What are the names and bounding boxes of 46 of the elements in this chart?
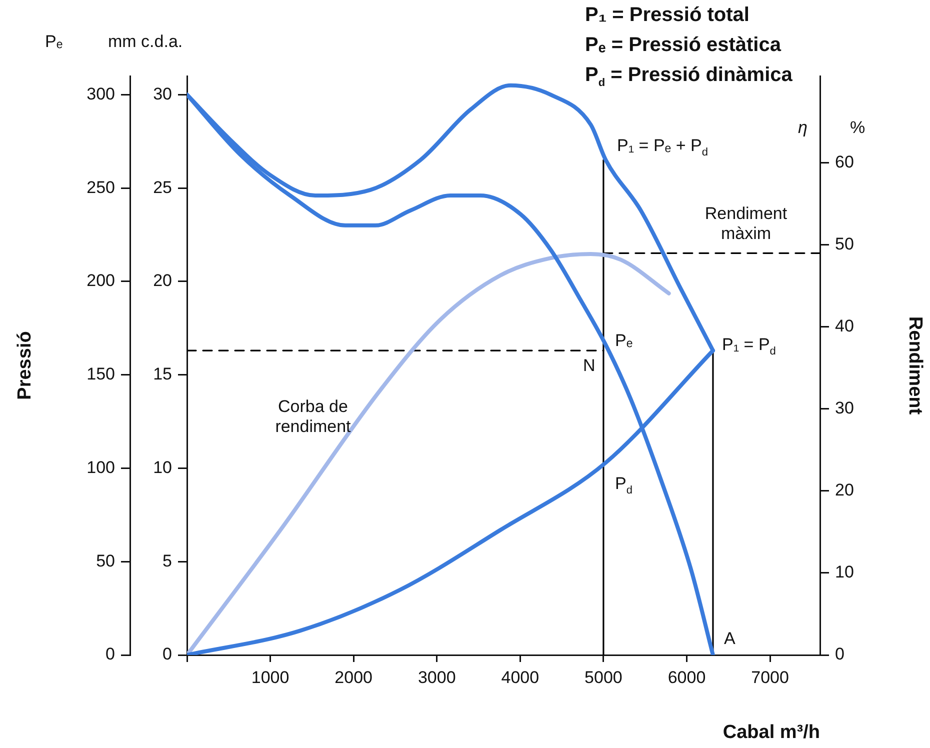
- y-tick-label: 200: [86, 271, 115, 290]
- y2-axis-title: mm c.d.a.: [108, 32, 183, 52]
- text: %: [850, 118, 866, 138]
- y-tick-label: 100: [86, 458, 115, 477]
- annotation: P₁ = P$_{d}$: [722, 335, 776, 358]
- y2-tick-label: 10: [153, 458, 172, 477]
- text: Pₑ = Pressió estàtica: [585, 34, 781, 57]
- y2-tick-label: 15: [153, 364, 172, 384]
- annotation: N: [583, 356, 596, 376]
- text: P₁ = Pressió total: [585, 4, 750, 27]
- x-tick-label: 7000: [751, 668, 789, 687]
- y2-tick-label: 0: [162, 644, 172, 664]
- x-axis-title: Cabal m³/h: [722, 722, 820, 743]
- y3-tick-label: 30: [835, 398, 854, 418]
- x-tick-label: 1000: [251, 668, 290, 687]
- x-tick-label: 5000: [584, 668, 622, 687]
- y-tick-label: 250: [86, 178, 115, 197]
- annotation: P$_{d}$: [615, 474, 632, 498]
- y2-tick-label: 20: [153, 271, 172, 290]
- y-tick-label: 300: [86, 84, 115, 104]
- y2-tick-label: 30: [153, 84, 172, 104]
- annotation: Corba de rendiment: [274, 397, 352, 436]
- annotation: P₁ = Pₑ + P$_{d}$: [617, 136, 708, 160]
- y-tick-label: 150: [86, 364, 115, 384]
- y3-tick-label: 60: [835, 152, 854, 172]
- annotation: Pₑ: [615, 331, 633, 351]
- y3-axis-title: Rendiment: [904, 316, 926, 416]
- text: Pₑ: [45, 32, 63, 52]
- x-tick-label: 6000: [668, 668, 706, 687]
- x-tick-label: 2000: [334, 668, 372, 687]
- y2-tick-label: 5: [162, 551, 172, 570]
- y2-tick-label: 25: [153, 178, 172, 197]
- annotation: A: [724, 629, 736, 649]
- annotation: η: [798, 118, 808, 138]
- y3-tick-label: 0: [835, 644, 844, 664]
- y-tick-label: 50: [96, 551, 115, 570]
- x-tick-label: 3000: [418, 668, 456, 687]
- y3-tick-label: 20: [835, 480, 854, 500]
- annotation: P$_{d}$ = Pressió dinàmica: [585, 64, 792, 90]
- y3-tick-label: 10: [835, 562, 854, 582]
- y3-tick-label: 50: [835, 234, 854, 254]
- y3-tick-label: 40: [835, 316, 854, 336]
- annotation: Rendiment màxim: [704, 204, 788, 244]
- y-axis-title: Pressió: [14, 331, 36, 400]
- x-tick-label: 4000: [501, 668, 540, 687]
- y-tick-label: 0: [106, 644, 115, 664]
